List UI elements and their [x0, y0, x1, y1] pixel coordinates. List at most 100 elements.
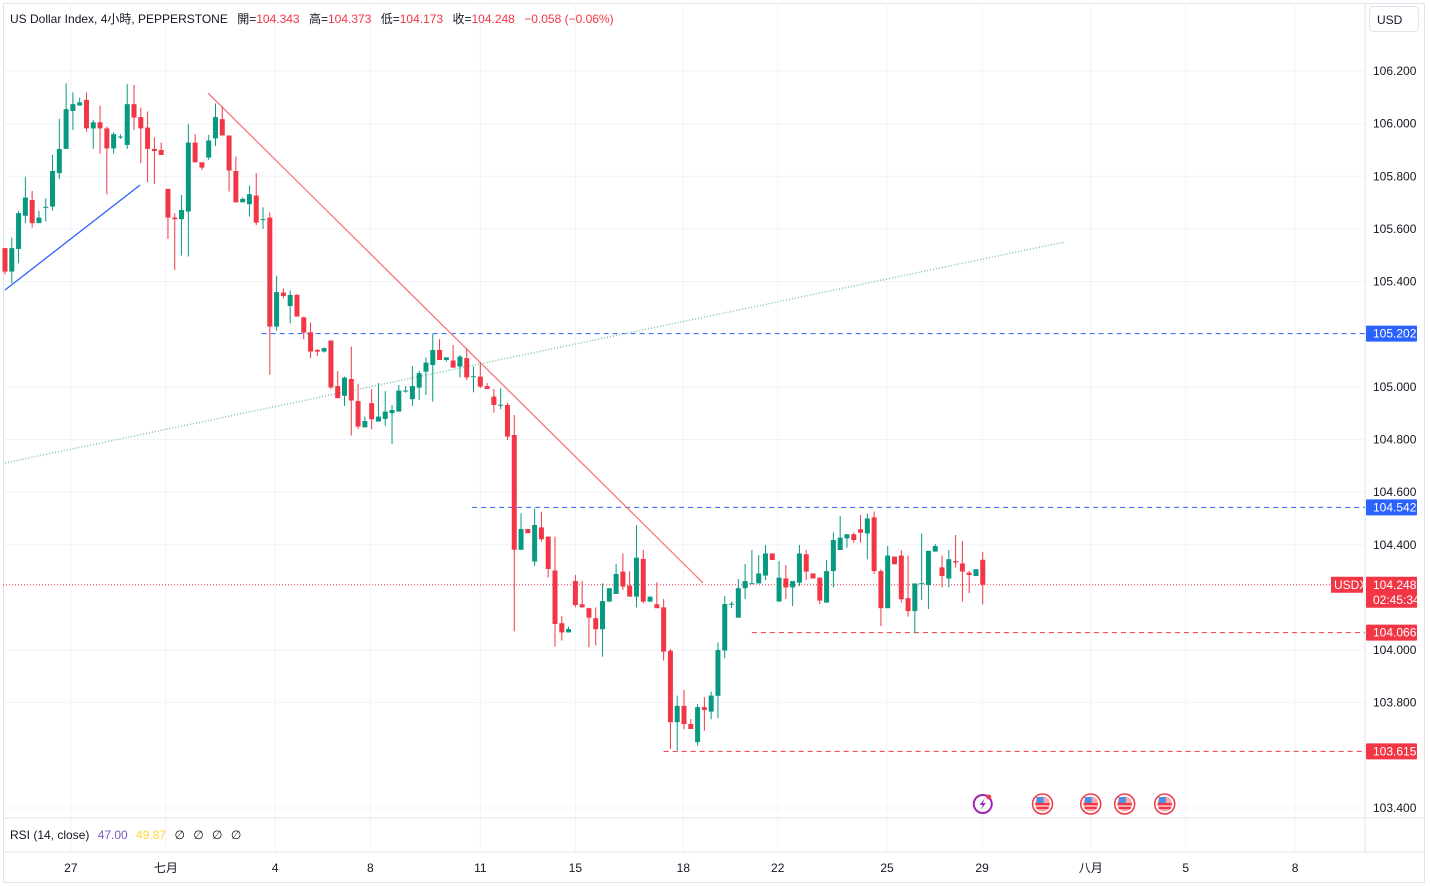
time-tick-label: 15	[569, 861, 583, 875]
candle	[450, 344, 456, 368]
candle	[810, 573, 816, 579]
candle-body	[661, 607, 667, 652]
candle-body	[844, 534, 850, 539]
candle	[403, 386, 409, 393]
candle	[858, 515, 864, 543]
lightning-icon[interactable]	[972, 794, 993, 814]
trendline[interactable]	[4, 241, 1065, 464]
candle-body	[525, 528, 531, 534]
us-flag-icon[interactable]	[1031, 793, 1054, 815]
candle-body	[396, 390, 402, 412]
candle-body	[851, 534, 857, 541]
us-flag-icon[interactable]	[1113, 793, 1136, 815]
candle-body	[111, 134, 117, 149]
price-labels: 105.202 104.542 104.066 103.615 USDX 104.2480…	[1331, 325, 1420, 760]
candle-body	[674, 705, 680, 723]
candle-body	[891, 556, 897, 565]
currency-button[interactable]: USD	[1369, 6, 1419, 32]
symbol-badge	[1331, 576, 1363, 593]
level-price-badge	[1366, 624, 1417, 641]
candle-body	[837, 537, 843, 551]
candle-body	[810, 573, 816, 579]
candle-body	[362, 421, 368, 428]
candle	[199, 162, 205, 170]
candle	[980, 551, 986, 605]
rsi-extra: ∅	[230, 828, 242, 842]
candle	[63, 83, 69, 149]
candle	[219, 106, 225, 136]
candle-body	[538, 527, 544, 540]
candle-body	[946, 559, 952, 579]
candle-body	[267, 217, 273, 327]
candle-body	[246, 194, 252, 205]
symbol-legend: US Dollar Index, 4小時, PEPPERSTONE 開=104.…	[10, 10, 620, 27]
flag-stripe	[1084, 807, 1097, 809]
flag-stripe	[1036, 807, 1049, 809]
candle-body	[165, 188, 171, 218]
candle-body	[579, 604, 585, 608]
candle-body	[566, 628, 572, 633]
candle	[70, 92, 76, 130]
candle	[16, 210, 22, 264]
price-tick-label: 106.000	[1373, 117, 1417, 131]
symbol-badge-label: USDX	[1334, 578, 1367, 592]
candle-body	[695, 707, 701, 743]
price-tick-label: 104.000	[1373, 643, 1417, 657]
candle	[878, 569, 884, 627]
candle-body	[545, 536, 551, 569]
candle	[756, 555, 762, 584]
flag-stripe	[1117, 803, 1132, 805]
candle	[586, 607, 592, 648]
level-price-badge	[1366, 743, 1417, 760]
candle-body	[790, 581, 796, 588]
price-axis[interactable]: 106.200 106.000 105.800 105.600 105.400 105.0…	[1373, 64, 1417, 815]
low-label: 低=	[380, 12, 400, 26]
candle	[953, 535, 959, 568]
candle-body	[382, 411, 388, 419]
candles	[2, 83, 986, 751]
candle-body	[620, 571, 626, 587]
time-tick-label: 5	[1182, 861, 1189, 875]
bar-countdown-label: 02:45:34	[1373, 593, 1420, 607]
candle	[661, 598, 667, 661]
candle	[314, 348, 320, 357]
candle-body	[9, 248, 15, 272]
candle	[844, 534, 850, 548]
candle	[56, 118, 62, 179]
us-flag-icon[interactable]	[1153, 793, 1176, 815]
flag-canton	[1084, 797, 1092, 803]
candle-body	[905, 598, 911, 612]
candle-body	[124, 104, 130, 145]
candle	[124, 84, 130, 149]
candle	[504, 402, 510, 441]
candle	[50, 154, 56, 211]
trendline[interactable]	[207, 92, 704, 584]
candle	[185, 124, 191, 257]
us-flag-icon[interactable]	[1079, 793, 1102, 815]
candle-body	[240, 198, 246, 203]
candle	[837, 516, 843, 551]
candle	[396, 384, 402, 412]
rsi-legend[interactable]: RSI (14, close) 47.00 49.87 ∅ ∅ ∅ ∅	[10, 828, 246, 842]
candle-body	[783, 578, 789, 588]
time-axis[interactable]: 27 七月 4 8 11 15 18 22 25 29 八月 5 8	[64, 861, 1299, 875]
candle-body	[138, 117, 144, 129]
candle-body	[287, 294, 293, 307]
price-tick-label: 105.600	[1373, 222, 1417, 236]
candle	[566, 626, 572, 633]
candle-body	[29, 199, 35, 224]
candle	[511, 415, 517, 632]
candle-body	[919, 583, 925, 585]
candle-body	[335, 386, 341, 399]
candle-body	[511, 435, 517, 550]
flag-stripe	[1118, 807, 1131, 809]
time-tick-label: 11	[474, 861, 487, 875]
candle	[606, 588, 612, 602]
candle-body	[532, 525, 538, 562]
trendline[interactable]	[4, 184, 141, 291]
candle-body	[212, 117, 218, 139]
candle-body	[423, 362, 429, 372]
candle-body	[274, 292, 280, 327]
candle	[22, 176, 28, 224]
